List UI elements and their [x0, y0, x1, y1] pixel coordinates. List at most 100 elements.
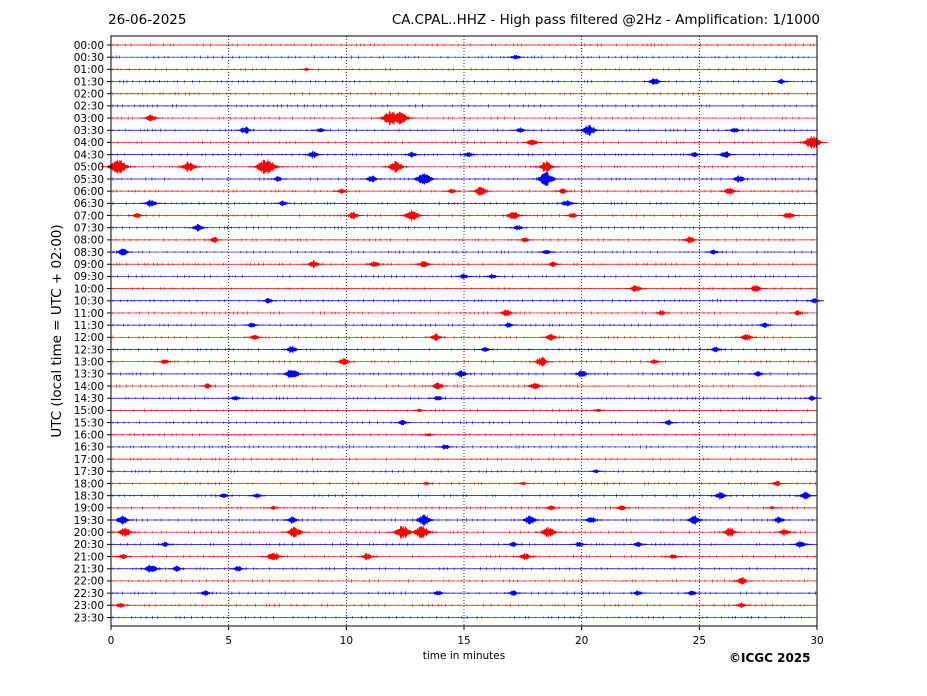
seismic-event	[517, 515, 543, 525]
seismic-event	[450, 370, 472, 378]
seismic-event	[273, 200, 292, 207]
seismic-event	[625, 285, 647, 292]
seismic-event	[588, 469, 604, 474]
seismic-event	[534, 527, 563, 538]
y-tick-label: 02:30	[74, 101, 104, 113]
seismic-event	[259, 298, 278, 304]
y-tick-label: 18:00	[74, 478, 104, 490]
y-tick-label: 14:00	[74, 381, 104, 393]
seismic-event	[418, 481, 434, 486]
seismic-event	[356, 552, 378, 561]
y-tick-label: 10:30	[74, 296, 104, 308]
y-tick-label: 04:00	[74, 137, 104, 149]
seismic-event	[556, 200, 579, 207]
seismic-event	[574, 124, 603, 136]
seismic-event	[167, 565, 186, 572]
seismic-event	[628, 541, 648, 547]
seismic-event	[411, 408, 427, 413]
y-tick-label: 07:30	[74, 223, 104, 235]
y-tick-label: 15:00	[74, 405, 104, 417]
trace-noise	[112, 347, 816, 352]
seismic-event	[428, 396, 447, 401]
seismic-event	[495, 309, 518, 317]
y-tick-label: 15:30	[74, 417, 104, 429]
seismic-event	[745, 285, 767, 293]
trace-noise	[112, 469, 816, 474]
seismic-event	[706, 346, 725, 353]
seismic-event	[515, 481, 531, 486]
seismic-event	[302, 150, 324, 159]
copyright-notice: ©ICGC 2025	[729, 651, 811, 665]
y-tick-label: 01:30	[74, 76, 104, 88]
trace-noise	[112, 299, 816, 303]
y-tick-label: 23:00	[74, 600, 104, 612]
seismic-event	[659, 419, 678, 426]
seismic-event	[138, 564, 163, 573]
seismic-event	[714, 151, 736, 158]
seismic-event	[732, 602, 751, 609]
seismic-event	[508, 225, 528, 231]
x-tick-label: 20	[575, 635, 588, 647]
y-tick-label: 12:00	[74, 332, 104, 344]
trace-layer	[100, 43, 828, 620]
seismic-event	[247, 159, 285, 175]
seismic-event	[333, 357, 354, 366]
seismic-event	[506, 55, 525, 60]
seismic-event	[280, 526, 308, 538]
x-tick-label: 25	[693, 635, 706, 647]
seismic-event	[570, 370, 593, 378]
x-tick-label: 0	[108, 635, 115, 647]
trace-noise	[112, 433, 815, 437]
seismic-event	[483, 273, 501, 279]
seismic-event	[504, 541, 523, 548]
seismic-event	[476, 347, 494, 352]
trace-noise	[112, 591, 816, 595]
seismic-event	[704, 249, 723, 255]
y-tick-label: 16:30	[74, 442, 104, 454]
y-tick-label: 21:30	[74, 564, 104, 576]
seismic-event	[789, 310, 808, 316]
seismic-event	[100, 159, 136, 174]
seismic-event	[521, 139, 543, 146]
seismic-event	[537, 250, 556, 255]
seismic-event	[778, 212, 800, 219]
seismic-event	[428, 590, 447, 596]
seismic-event	[268, 176, 287, 182]
seismic-event	[652, 310, 671, 316]
seismic-event	[541, 505, 561, 511]
seismic-event	[226, 395, 245, 401]
seismic-event	[261, 553, 285, 560]
y-tick-label: 08:00	[74, 235, 104, 247]
seismic-event	[174, 161, 202, 173]
seismic-event	[612, 505, 631, 511]
seismic-event	[384, 111, 416, 125]
seismic-event	[628, 590, 648, 596]
seismic-event	[155, 541, 174, 547]
seismic-event	[265, 506, 281, 510]
seismic-event	[408, 173, 439, 185]
y-tick-label: 13:30	[74, 369, 104, 381]
y-tick-label: 12:30	[74, 344, 104, 356]
header-date: 26-06-2025	[108, 12, 187, 28]
seismic-event	[773, 528, 795, 536]
trace-noise	[112, 91, 815, 96]
x-tick-label: 5	[225, 635, 232, 647]
seismic-event	[580, 517, 602, 524]
seismic-event	[664, 554, 683, 559]
seismic-event	[113, 554, 132, 559]
seismic-event	[553, 188, 572, 194]
seismic-event	[499, 322, 518, 328]
seismic-event	[281, 345, 303, 354]
trace-noise	[112, 396, 816, 400]
seismic-event	[228, 566, 247, 572]
seismic-event	[805, 298, 824, 304]
seismic-event	[127, 212, 146, 219]
seismic-event	[685, 152, 704, 158]
y-tick-label: 10:00	[74, 283, 104, 295]
y-tick-label: 05:00	[74, 162, 104, 174]
seismic-event	[544, 261, 563, 267]
y-tick-label: 00:00	[74, 40, 104, 52]
y-tick-label: 07:00	[74, 210, 104, 222]
seismic-event	[645, 359, 664, 365]
